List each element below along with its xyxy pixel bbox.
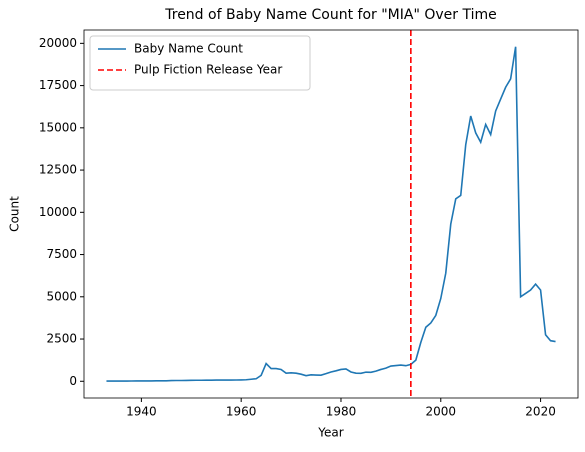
y-tick-label: 20000 [39,36,77,50]
y-axis-label: Count [8,196,22,232]
y-tick-label: 7500 [46,247,77,261]
legend-box [89,35,311,91]
x-tick-label: 1940 [126,405,157,419]
y-tick-label: 2500 [46,332,77,346]
y-tick-label: 0 [69,374,77,388]
chart-title: Trend of Baby Name Count for "MIA" Over … [164,7,497,23]
data-line [106,46,556,382]
y-tick-label: 17500 [39,78,77,92]
y-tick-label: 10000 [39,205,77,219]
x-axis-label: Year [317,426,343,440]
legend-label: Baby Name Count [134,42,243,56]
x-tick-label: 1960 [226,405,257,419]
x-tick-label: 2020 [525,405,556,419]
x-tick-label: 1980 [326,405,357,419]
x-tick-label: 2000 [426,405,457,419]
legend-label: Pulp Fiction Release Year [134,63,282,77]
y-tick-label: 5000 [46,289,77,303]
y-tick-label: 15000 [39,120,77,134]
y-tick-label: 12500 [39,163,77,177]
plot-frame [83,29,579,399]
